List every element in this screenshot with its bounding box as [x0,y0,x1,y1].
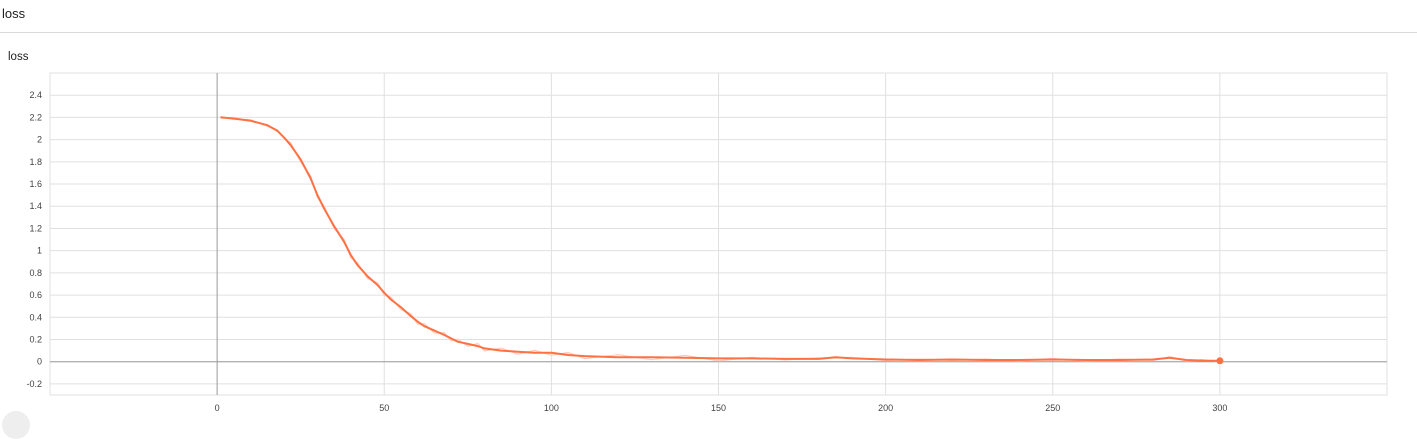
series-layer [220,115,1224,365]
y-tick-label: -0.2 [26,379,42,389]
series-line[interactable] [220,116,1220,362]
y-tick-label: 1.6 [29,179,42,189]
y-tick-label: 2.4 [29,90,42,100]
section-header[interactable]: loss [0,0,1417,33]
collapse-toggle-icon[interactable] [2,411,30,439]
section-title: loss [2,6,26,21]
x-tick-label: 300 [1212,403,1227,413]
y-tick-label: 0.8 [29,268,42,278]
loss-chart[interactable]: -0.2 0 0.2 0.4 0.6 0.8 1 1.2 1.4 1.6 1.8 2 2.2 2.4 0 50… [0,0,1417,419]
y-tick-label: 2.2 [29,112,42,122]
raw-series-line [220,115,1220,363]
y-tick-label: 1 [37,246,42,256]
grid-layer [49,72,1388,396]
x-tick-label: 250 [1045,403,1060,413]
x-tick-label: 150 [711,403,726,413]
y-tick-label: 2 [37,135,42,145]
last-point-marker[interactable] [1216,357,1224,365]
y-tick-label: 0.2 [29,334,42,344]
y-tick-label: 1.4 [29,201,42,211]
tick-labels: -0.2 0 0.2 0.4 0.6 0.8 1 1.2 1.4 1.6 1.8 2 2.2 2.4 0 50… [26,90,1227,413]
x-tick-label: 0 [215,403,220,413]
y-tick-label: 0.6 [29,290,42,300]
x-tick-label: 50 [379,403,389,413]
axis-layer [50,73,1387,395]
y-tick-label: 0 [37,357,42,367]
y-tick-label: 1.8 [29,157,42,167]
x-tick-label: 200 [878,403,893,413]
y-tick-label: 0.4 [29,312,42,322]
x-tick-label: 100 [544,403,559,413]
chart-title: loss [8,51,29,63]
y-tick-label: 1.2 [29,223,42,233]
